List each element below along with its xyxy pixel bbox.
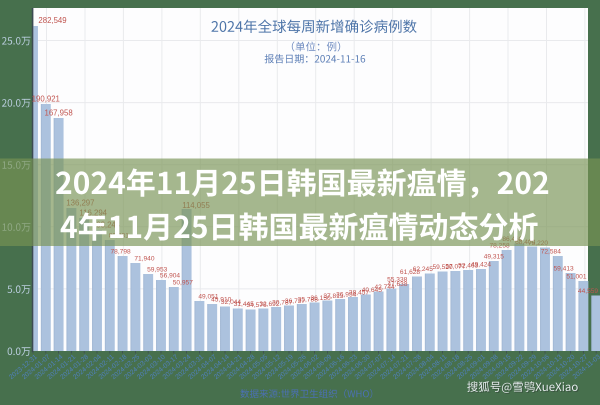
svg-text:36,954: 36,954 bbox=[336, 292, 357, 299]
svg-text:71,940: 71,940 bbox=[134, 256, 155, 263]
svg-text:49,315: 49,315 bbox=[484, 254, 505, 261]
svg-text:40,645: 40,645 bbox=[362, 287, 383, 294]
svg-text:282,549: 282,549 bbox=[38, 16, 66, 25]
svg-text:167,958: 167,958 bbox=[45, 109, 73, 118]
svg-text:47,638: 47,638 bbox=[387, 281, 408, 288]
svg-text:31,445: 31,445 bbox=[234, 301, 255, 308]
svg-text:36,737: 36,737 bbox=[285, 298, 306, 305]
svg-text:59,520: 59,520 bbox=[433, 264, 454, 271]
svg-text:50,957: 50,957 bbox=[173, 280, 194, 287]
svg-text:38,457: 38,457 bbox=[349, 290, 370, 297]
svg-text:190,921: 190,921 bbox=[32, 95, 60, 104]
svg-text:42,744: 42,744 bbox=[375, 284, 396, 291]
svg-text:78,798: 78,798 bbox=[111, 249, 132, 256]
svg-text:36,150: 36,150 bbox=[311, 295, 332, 302]
svg-text:59,413: 59,413 bbox=[554, 266, 575, 273]
svg-text:51,001: 51,001 bbox=[566, 274, 587, 281]
svg-text:52,463: 52,463 bbox=[458, 263, 479, 270]
svg-text:32,044: 32,044 bbox=[221, 299, 242, 306]
svg-text:56,904: 56,904 bbox=[160, 273, 181, 280]
svg-text:55,338: 55,338 bbox=[387, 277, 408, 284]
svg-text:49,051: 49,051 bbox=[198, 294, 219, 301]
svg-text:57,077: 57,077 bbox=[445, 264, 466, 271]
svg-text:34,576: 34,576 bbox=[247, 302, 268, 309]
svg-text:30,787: 30,787 bbox=[272, 300, 293, 307]
svg-text:32,692: 32,692 bbox=[259, 301, 280, 308]
svg-text:45,910: 45,910 bbox=[211, 297, 232, 304]
svg-text:62,245: 62,245 bbox=[413, 266, 434, 273]
svg-text:37,813: 37,813 bbox=[323, 293, 344, 300]
svg-text:49,424: 49,424 bbox=[471, 262, 492, 269]
svg-text:61,628: 61,628 bbox=[400, 269, 421, 276]
svg-text:35,788: 35,788 bbox=[298, 297, 319, 304]
svg-text:44,559: 44,559 bbox=[578, 288, 599, 295]
svg-text:59,953: 59,953 bbox=[147, 267, 168, 274]
svg-text:72,584: 72,584 bbox=[541, 249, 562, 256]
